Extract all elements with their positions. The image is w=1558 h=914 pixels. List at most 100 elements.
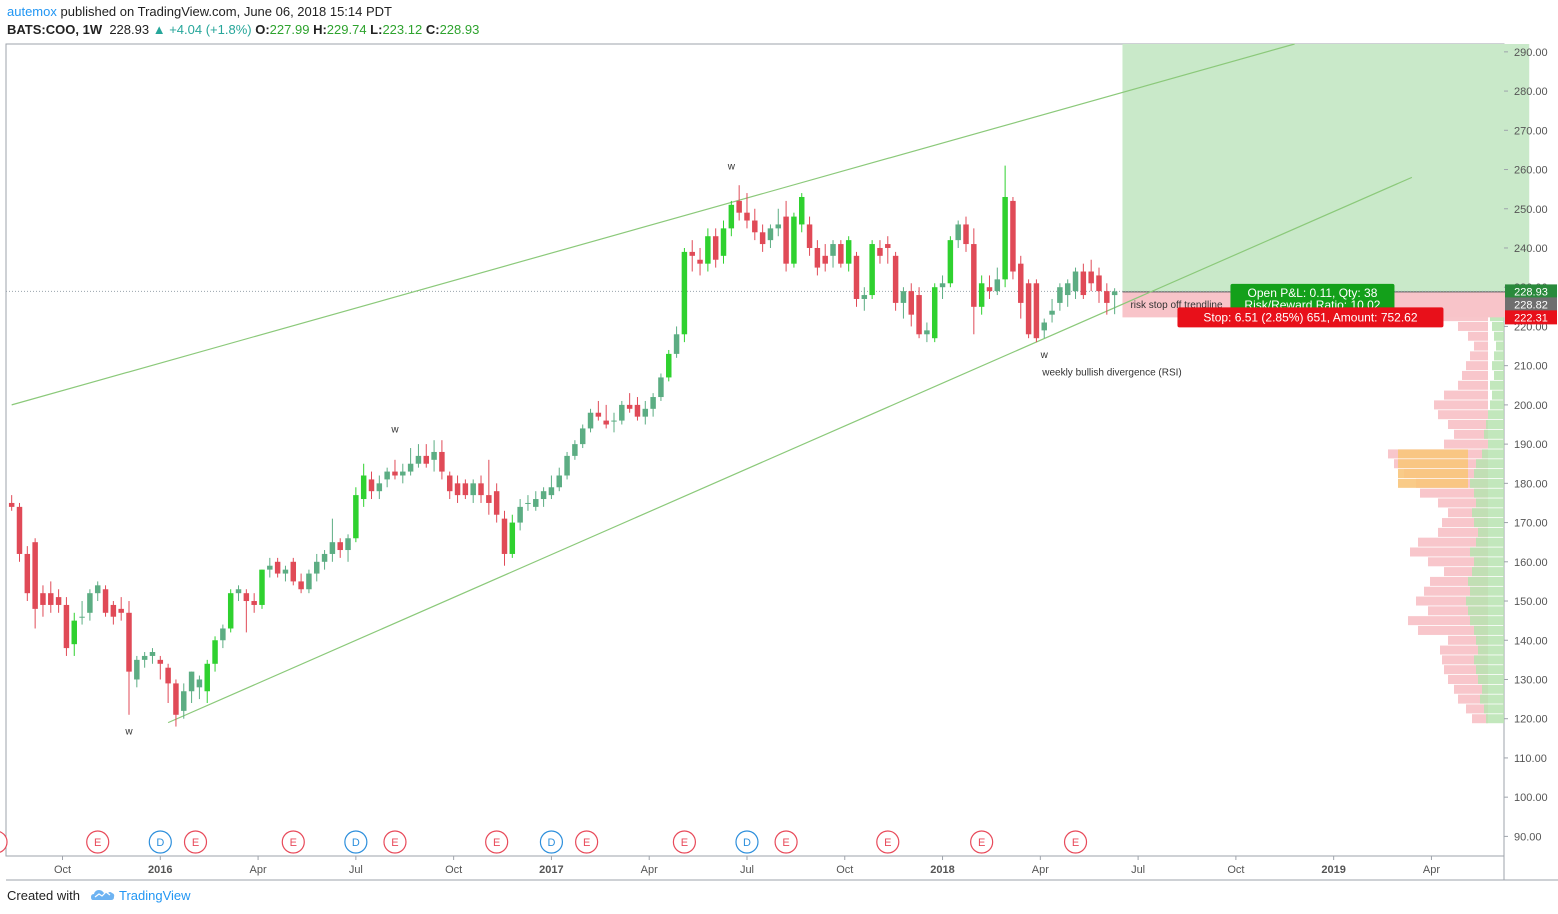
candle [517, 499, 523, 531]
candle-body [329, 542, 336, 554]
dividend-marker[interactable]: D [735, 830, 759, 854]
trendline[interactable] [167, 176, 1413, 724]
candle [454, 475, 461, 503]
event-circle[interactable] [148, 830, 172, 854]
candle-body [486, 495, 492, 503]
event-circle[interactable] [876, 830, 900, 854]
event-circle[interactable] [970, 830, 994, 854]
candle [619, 400, 625, 425]
candle-body [173, 683, 179, 715]
w-mark: w [1040, 350, 1049, 361]
candle-body [892, 255, 899, 303]
earnings-marker[interactable]: E [86, 830, 110, 854]
x-tick-label: Oct [836, 864, 853, 876]
event-circle[interactable] [485, 830, 509, 854]
x-tick-label: Apr [1032, 864, 1049, 876]
candle-body [587, 412, 594, 429]
candle-body [353, 495, 359, 539]
earnings-marker[interactable]: E [281, 830, 305, 854]
y-tick-label: 100.00 [1514, 792, 1548, 804]
candle-body [55, 597, 62, 605]
candle [681, 247, 688, 343]
candle-body [673, 334, 680, 354]
low-value: 223.12 [382, 22, 423, 37]
volume-profile-bar-up [1468, 576, 1504, 586]
candle-body [533, 499, 539, 507]
candle [227, 589, 234, 633]
earnings-marker[interactable]: E [876, 830, 900, 854]
candle-body [79, 616, 85, 618]
event-circle[interactable] [539, 830, 564, 854]
candle-body [822, 255, 828, 264]
candle [71, 612, 77, 656]
candle [759, 224, 766, 252]
volume-profile-bar-up [1494, 370, 1504, 380]
volume-profile-bar-up [1476, 537, 1504, 547]
event-circle[interactable] [1063, 830, 1088, 854]
dividend-marker[interactable]: D [539, 830, 564, 854]
volume-profile-bar-down [1428, 606, 1488, 616]
event-circle[interactable] [86, 830, 110, 854]
candle [658, 373, 664, 401]
candle [486, 459, 492, 515]
candle [55, 589, 62, 613]
stop-price-value: 222.31 [1514, 312, 1548, 324]
earnings-marker[interactable]: E [575, 830, 599, 854]
candle-body [525, 502, 531, 504]
candle [1049, 298, 1055, 323]
candle-body [885, 244, 891, 248]
tradingview-brand[interactable]: TradingView [119, 888, 191, 903]
volume-profile-bar-up [1494, 351, 1504, 361]
x-tick-label: Oct [445, 864, 462, 876]
event-circle[interactable] [183, 830, 208, 854]
event-circle[interactable] [0, 831, 8, 853]
event-circle[interactable] [575, 830, 599, 854]
earnings-marker[interactable]: E [970, 830, 994, 854]
event-circle[interactable] [344, 830, 368, 854]
trendline[interactable] [11, 43, 1295, 406]
event-label: D [743, 837, 751, 849]
event-label: E [884, 837, 891, 849]
earnings-marker[interactable]: E [0, 831, 8, 853]
candle-body [423, 455, 429, 464]
candle [1010, 196, 1016, 280]
candle-body [783, 216, 789, 264]
dividend-marker[interactable]: D [148, 830, 172, 854]
candle-body [681, 251, 688, 335]
event-circle[interactable] [774, 830, 798, 854]
earnings-marker[interactable]: E [1063, 830, 1088, 854]
candle-body [134, 659, 140, 680]
candle-body [994, 279, 1001, 292]
candle-body [540, 491, 547, 500]
y-tick-label: 280.00 [1514, 86, 1548, 98]
dividend-marker[interactable]: D [344, 830, 368, 854]
candle [603, 404, 609, 429]
candle [1002, 165, 1008, 288]
author-link[interactable]: autemox [7, 4, 57, 19]
volume-profile-bar-down [1472, 714, 1488, 724]
candle-body [658, 377, 664, 398]
candle [666, 349, 672, 382]
publish-info: published on TradingView.com, June 06, 2… [60, 4, 392, 19]
candle-body [806, 224, 813, 248]
candle-body [963, 224, 969, 245]
candle-body [415, 455, 422, 464]
earnings-marker[interactable]: E [672, 830, 697, 854]
candle-body [501, 518, 508, 554]
candle [196, 675, 203, 700]
candle-body [955, 224, 961, 241]
event-circle[interactable] [383, 830, 407, 854]
event-circle[interactable] [672, 830, 697, 854]
event-circle[interactable] [281, 830, 305, 854]
earnings-marker[interactable]: E [485, 830, 509, 854]
y-tick-label: 220.00 [1514, 321, 1548, 333]
volume-profile-bar-down [1444, 665, 1488, 675]
earnings-marker[interactable]: E [183, 830, 208, 854]
event-circle[interactable] [735, 830, 759, 854]
volume-profile-bar-down [1458, 694, 1488, 704]
candle-body [157, 659, 164, 664]
earnings-marker[interactable]: E [774, 830, 798, 854]
candle [274, 557, 281, 578]
earnings-marker[interactable]: E [383, 830, 407, 854]
